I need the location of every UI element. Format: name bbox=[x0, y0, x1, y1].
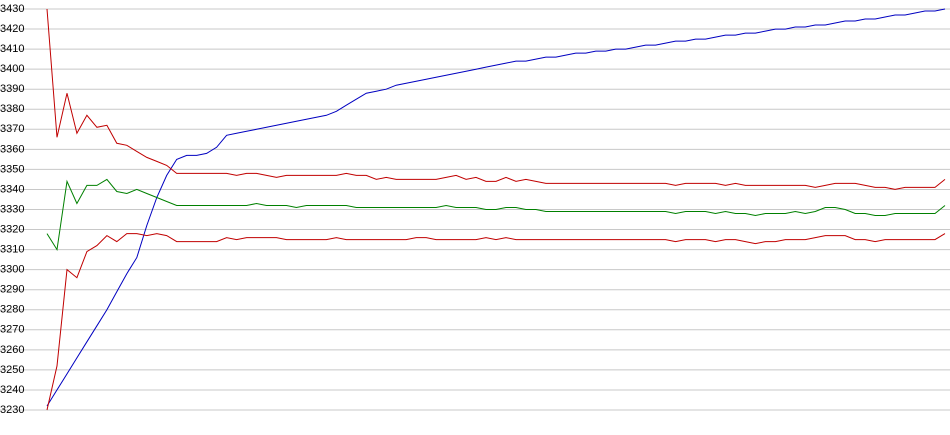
y-tick-label: 3410 bbox=[0, 43, 24, 55]
y-tick-label: 3430 bbox=[0, 3, 24, 15]
y-tick-label: 3390 bbox=[0, 83, 24, 95]
y-tick-label: 3300 bbox=[0, 264, 24, 276]
y-tick-label: 3270 bbox=[0, 324, 24, 336]
y-tick-label: 3420 bbox=[0, 23, 24, 35]
y-tick-label: 3370 bbox=[0, 123, 24, 135]
y-tick-label: 3380 bbox=[0, 103, 24, 115]
y-tick-label: 3320 bbox=[0, 223, 24, 235]
y-tick-label: 3230 bbox=[0, 404, 24, 416]
y-tick-label: 3310 bbox=[0, 244, 24, 256]
series-line bbox=[46, 8, 946, 407]
y-tick-label: 3340 bbox=[0, 183, 24, 195]
y-tick-label: 3350 bbox=[0, 163, 24, 175]
y-tick-label: 3250 bbox=[0, 364, 24, 376]
y-tick-label: 3400 bbox=[0, 63, 24, 75]
y-tick-label: 3330 bbox=[0, 203, 24, 215]
y-tick-label: 3240 bbox=[0, 384, 24, 396]
y-tick-label: 3360 bbox=[0, 143, 24, 155]
y-tick-label: 3290 bbox=[0, 284, 24, 296]
y-tick-label: 3260 bbox=[0, 344, 24, 356]
series-line bbox=[46, 8, 946, 190]
series-line bbox=[46, 178, 946, 252]
y-tick-label: 3280 bbox=[0, 304, 24, 316]
series-line bbox=[46, 233, 946, 411]
